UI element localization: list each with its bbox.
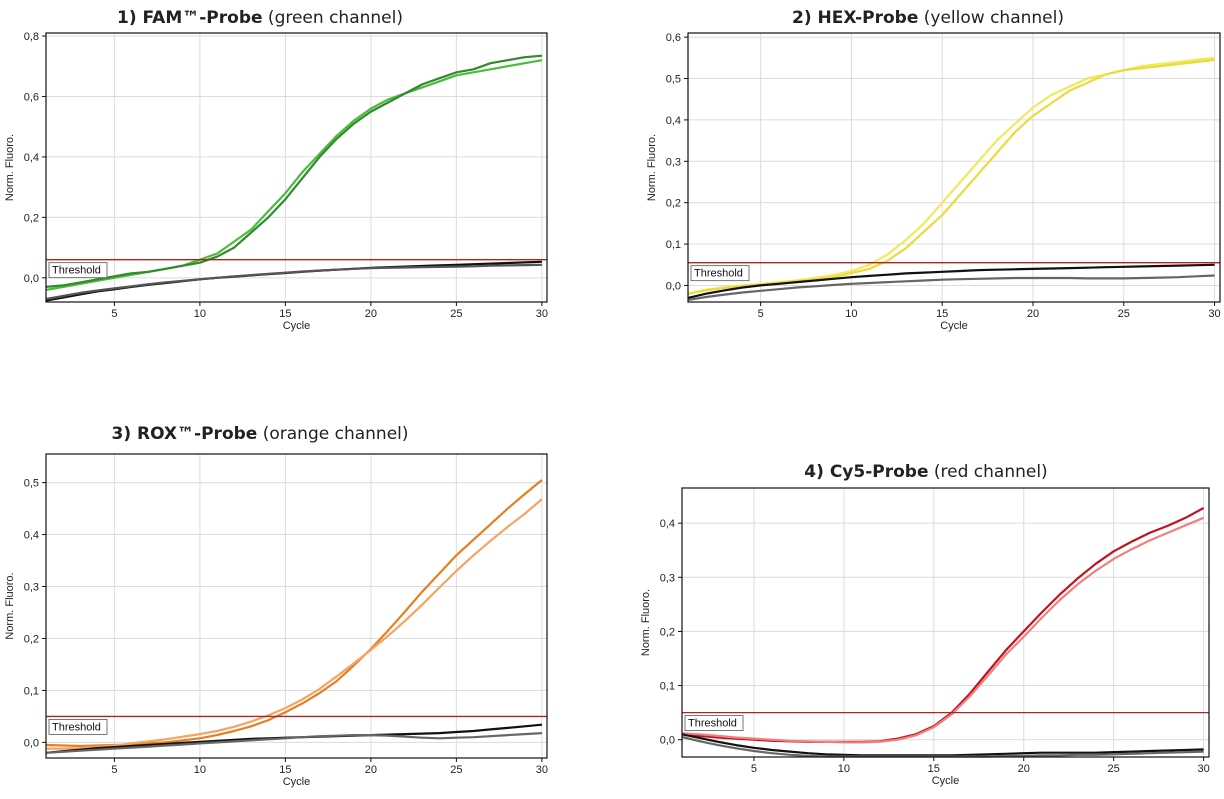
x-tick-label: 10	[194, 764, 206, 776]
y-tick-label: 0,3	[24, 582, 39, 594]
x-tick-label: 25	[1118, 308, 1130, 320]
threshold-label: Threshold	[694, 268, 743, 280]
plot-frame	[45, 32, 548, 303]
chart-title: 1) FAM™-Probe (green channel)	[0, 8, 560, 28]
plot-area	[46, 454, 547, 758]
series-line-4	[45, 263, 542, 301]
chart-title-bold: 4) Cy5-Probe	[804, 462, 929, 482]
y-tick-label: 0,6	[666, 32, 681, 44]
x-tick-label: 20	[1027, 308, 1039, 320]
plot-frame	[687, 32, 1221, 303]
x-tick-label: 5	[751, 763, 757, 775]
y-tick-label: 0,2	[666, 198, 681, 210]
y-tick-label: 0,0	[660, 735, 675, 747]
chart-title-rest: (red channel)	[928, 462, 1048, 482]
y-tick-label: 0,4	[660, 518, 675, 530]
x-axis-label: Cycle	[283, 776, 311, 788]
x-tick-label: 10	[838, 763, 850, 775]
x-tick-label: 30	[1197, 763, 1209, 775]
x-tick-label: 20	[365, 764, 377, 776]
x-tick-label: 5	[111, 308, 117, 320]
chart-plot: Threshold 5 10 15 20 25 30 0,0 0,1 0,2 0,3 0,4 Cycle…	[640, 487, 1210, 787]
y-tick-label: 0,0	[24, 737, 39, 749]
x-tick-label: 15	[928, 763, 940, 775]
y-tick-label: 0,4	[24, 530, 39, 542]
y-tick-label: 0,1	[660, 681, 675, 693]
series-line-3	[687, 263, 1215, 299]
threshold-label-box	[48, 719, 108, 735]
x-axis-label: Cycle	[932, 775, 960, 787]
y-axis-label: Norm. Fluoro.	[4, 572, 16, 639]
chart-title: 2) HEX-Probe (yellow channel)	[622, 8, 1224, 28]
y-axis-label: Norm. Fluoro.	[640, 589, 652, 656]
x-tick-label: 25	[450, 764, 462, 776]
y-tick-label: 0,4	[24, 152, 39, 164]
y-tick-label: 0,2	[660, 626, 675, 638]
x-tick-label: 10	[845, 308, 857, 320]
chart-panel-cy5: 4) Cy5-Probe (red channel) Threshold 5 10 1…	[612, 420, 1224, 799]
x-tick-label: 20	[1018, 763, 1030, 775]
y-tick-label: 0,0	[24, 273, 39, 285]
x-tick-label: 15	[279, 764, 291, 776]
series-line-2	[46, 498, 543, 750]
y-tick-label: 0,3	[666, 156, 681, 168]
x-tick-label: 5	[111, 764, 117, 776]
x-tick-label: 15	[279, 308, 291, 320]
series-line-2	[681, 516, 1205, 744]
threshold-label: Threshold	[688, 718, 737, 730]
x-tick-label: 30	[536, 308, 548, 320]
threshold-label-box	[690, 265, 750, 282]
x-axis-label: Cycle	[283, 320, 311, 332]
chart-title-bold: 2) HEX-Probe	[792, 8, 919, 28]
y-tick-label: 0,2	[24, 633, 39, 645]
chart-title-rest: (yellow channel)	[918, 8, 1064, 28]
y-axis-label: Norm. Fluoro.	[4, 134, 16, 201]
threshold-label: Threshold	[52, 265, 101, 277]
y-tick-label: 0,3	[660, 572, 675, 584]
y-tick-label: 0,5	[24, 478, 39, 490]
x-tick-label: 10	[194, 308, 206, 320]
y-tick-label: 0,4	[666, 115, 681, 127]
x-tick-label: 30	[1208, 308, 1220, 320]
chart-plot: Threshold 5 10 15 20 25 30 0,0 0,1 0,2 0,3 0,4 0,5 0,…	[646, 32, 1221, 332]
chart-panel-rox: 3) ROX™-Probe (orange channel) Threshold…	[0, 420, 600, 799]
chart-panel-fam: 1) FAM™-Probe (green channel) Threshold 5…	[0, 0, 600, 380]
chart-plot: Threshold 5 10 15 20 25 30 0,0 0,1 0,2 0,3 0,4 0,5 Cy…	[4, 453, 548, 788]
x-tick-label: 15	[936, 308, 948, 320]
x-tick-label: 20	[365, 308, 377, 320]
x-tick-label: 25	[1108, 763, 1120, 775]
y-tick-label: 0,5	[666, 74, 681, 86]
plot-area	[688, 33, 1220, 302]
x-tick-label: 30	[536, 764, 548, 776]
chart-title: 4) Cy5-Probe (red channel)	[620, 462, 1224, 482]
y-tick-label: 0,1	[24, 685, 39, 697]
chart-title-rest: (green channel)	[262, 8, 403, 28]
y-tick-label: 0,6	[24, 91, 39, 103]
plot-area	[46, 33, 547, 302]
threshold-label-box	[684, 715, 744, 732]
y-axis-label: Norm. Fluoro.	[646, 134, 658, 201]
threshold-label: Threshold	[52, 721, 101, 733]
y-tick-label: 0,1	[666, 239, 681, 251]
series-line-2	[45, 54, 542, 288]
chart-panel-hex: 2) HEX-Probe (yellow channel) Threshold 5…	[612, 0, 1224, 380]
chart-title: 3) ROX™-Probe (orange channel)	[0, 424, 560, 444]
chart-title-rest: (orange channel)	[257, 424, 409, 444]
threshold-label-box	[48, 262, 108, 279]
series-line-4	[687, 274, 1215, 301]
y-tick-label: 0,0	[666, 280, 681, 292]
y-tick-label: 0,8	[24, 31, 39, 43]
chart-title-bold: 3) ROX™-Probe	[111, 424, 258, 444]
plot-frame	[681, 487, 1210, 758]
x-tick-label: 5	[758, 308, 764, 320]
x-tick-label: 25	[450, 308, 462, 320]
series-line-1	[45, 59, 543, 291]
plot-frame	[45, 453, 548, 759]
chart-plot: Threshold 5 10 15 20 25 30 0,0 0,2 0,4 0,6 0,8 Cycle…	[4, 31, 548, 332]
series-line-4	[45, 732, 542, 754]
chart-title-bold: 1) FAM™-Probe	[117, 8, 263, 28]
y-tick-label: 0,2	[24, 212, 39, 224]
x-axis-label: Cycle	[940, 320, 968, 332]
